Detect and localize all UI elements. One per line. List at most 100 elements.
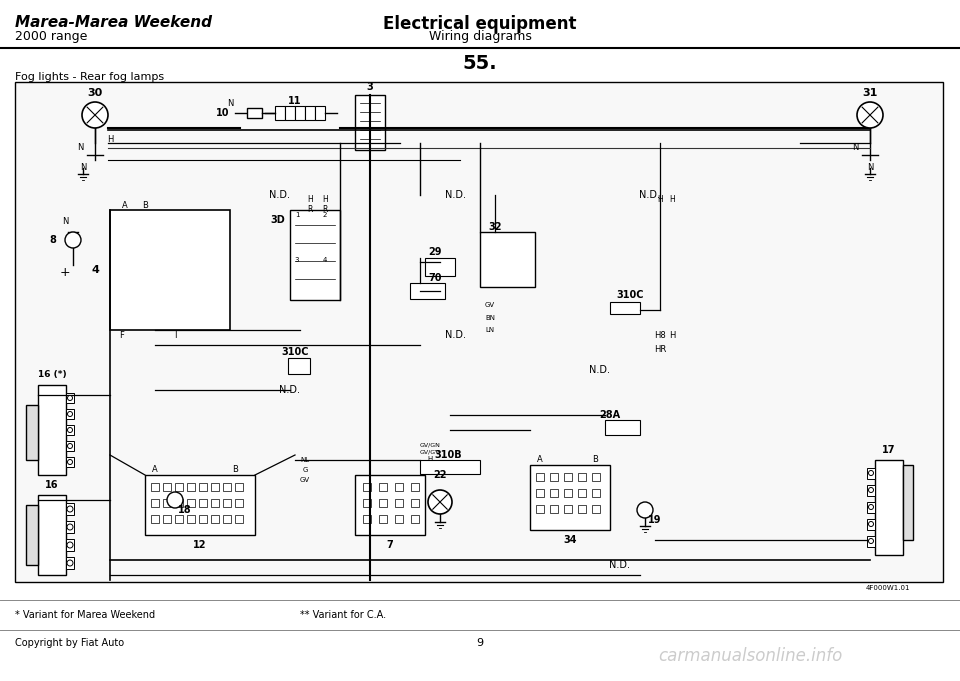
Bar <box>151 515 159 523</box>
Text: GV: GV <box>485 302 495 308</box>
Bar <box>288 358 310 374</box>
Bar <box>480 232 535 287</box>
Bar <box>66 539 74 551</box>
Text: H: H <box>307 195 313 204</box>
Bar <box>223 515 231 523</box>
Bar <box>395 515 403 523</box>
Text: 1: 1 <box>295 212 300 218</box>
Text: 8: 8 <box>50 235 57 245</box>
Text: 4F000W1.01: 4F000W1.01 <box>866 585 910 591</box>
Bar <box>379 483 387 491</box>
Text: 29: 29 <box>428 247 442 257</box>
Text: 4: 4 <box>323 257 327 263</box>
Bar <box>867 468 875 479</box>
Bar <box>275 106 285 120</box>
Text: A: A <box>152 466 157 475</box>
Text: Fog lights - Rear fog lamps: Fog lights - Rear fog lamps <box>15 72 164 82</box>
Bar <box>605 420 640 435</box>
Text: N.D.: N.D. <box>444 190 466 200</box>
Bar <box>363 483 371 491</box>
Circle shape <box>67 428 73 432</box>
Bar <box>247 108 262 118</box>
Text: R: R <box>323 206 327 215</box>
Text: BN: BN <box>485 315 495 321</box>
Bar <box>211 483 219 491</box>
Bar <box>199 499 207 507</box>
Text: 3D: 3D <box>271 215 285 225</box>
Text: GV/GN: GV/GN <box>420 443 441 447</box>
Circle shape <box>637 502 653 518</box>
Text: LN: LN <box>486 327 494 333</box>
Text: * Variant for Marea Weekend: * Variant for Marea Weekend <box>15 610 156 620</box>
Bar <box>903 465 913 540</box>
Bar <box>379 515 387 523</box>
Text: NL: NL <box>300 457 309 463</box>
Bar <box>66 425 74 435</box>
Text: N: N <box>61 217 68 227</box>
Bar <box>235 499 243 507</box>
Circle shape <box>167 492 183 508</box>
Bar <box>66 557 74 569</box>
Bar <box>363 499 371 507</box>
Bar <box>66 441 74 451</box>
Text: carmanualsonline.info: carmanualsonline.info <box>658 647 842 665</box>
Bar <box>578 505 586 513</box>
Bar <box>592 505 600 513</box>
Text: N.D.: N.D. <box>444 330 466 340</box>
Bar <box>187 483 195 491</box>
Bar <box>355 475 425 535</box>
Bar <box>564 505 572 513</box>
Text: 30: 30 <box>87 88 103 98</box>
Text: Marea-Marea Weekend: Marea-Marea Weekend <box>15 15 212 30</box>
Text: ** Variant for C.A.: ** Variant for C.A. <box>300 610 386 620</box>
Bar <box>411 483 419 491</box>
Text: 11: 11 <box>288 96 301 106</box>
Bar <box>315 106 325 120</box>
Text: N: N <box>80 163 86 172</box>
Text: N.D.: N.D. <box>639 190 660 200</box>
Text: I: I <box>174 330 177 340</box>
Text: B: B <box>232 466 238 475</box>
Text: H: H <box>427 456 433 462</box>
Text: H: H <box>658 195 662 204</box>
Text: 3: 3 <box>367 82 373 92</box>
Text: N: N <box>227 99 233 108</box>
Text: 310B: 310B <box>434 450 462 460</box>
Text: A: A <box>122 200 128 210</box>
Circle shape <box>67 542 73 548</box>
Text: Wiring diagrams: Wiring diagrams <box>428 30 532 43</box>
Bar <box>211 515 219 523</box>
Bar <box>285 106 295 120</box>
Text: 9: 9 <box>476 638 484 648</box>
Bar <box>26 505 38 565</box>
Circle shape <box>67 396 73 400</box>
Bar <box>295 106 305 120</box>
Bar <box>290 210 340 300</box>
Bar <box>163 499 171 507</box>
Bar <box>592 473 600 481</box>
Bar <box>305 106 315 120</box>
Bar <box>867 502 875 513</box>
Text: +: + <box>60 266 70 279</box>
Bar <box>211 499 219 507</box>
Text: 55.: 55. <box>463 54 497 73</box>
Bar <box>66 409 74 419</box>
Bar <box>145 475 255 535</box>
Circle shape <box>869 471 874 475</box>
Bar <box>235 515 243 523</box>
Circle shape <box>67 460 73 464</box>
Circle shape <box>67 560 73 566</box>
Bar <box>187 499 195 507</box>
Bar <box>355 95 385 150</box>
Bar <box>564 473 572 481</box>
Bar <box>151 483 159 491</box>
Text: A: A <box>538 456 542 464</box>
Bar <box>223 483 231 491</box>
Bar <box>867 485 875 496</box>
Bar <box>550 505 558 513</box>
Circle shape <box>428 490 452 514</box>
Bar <box>110 210 230 330</box>
Text: 16 (*): 16 (*) <box>37 370 66 379</box>
Bar <box>578 473 586 481</box>
Text: 2000 range: 2000 range <box>15 30 87 43</box>
